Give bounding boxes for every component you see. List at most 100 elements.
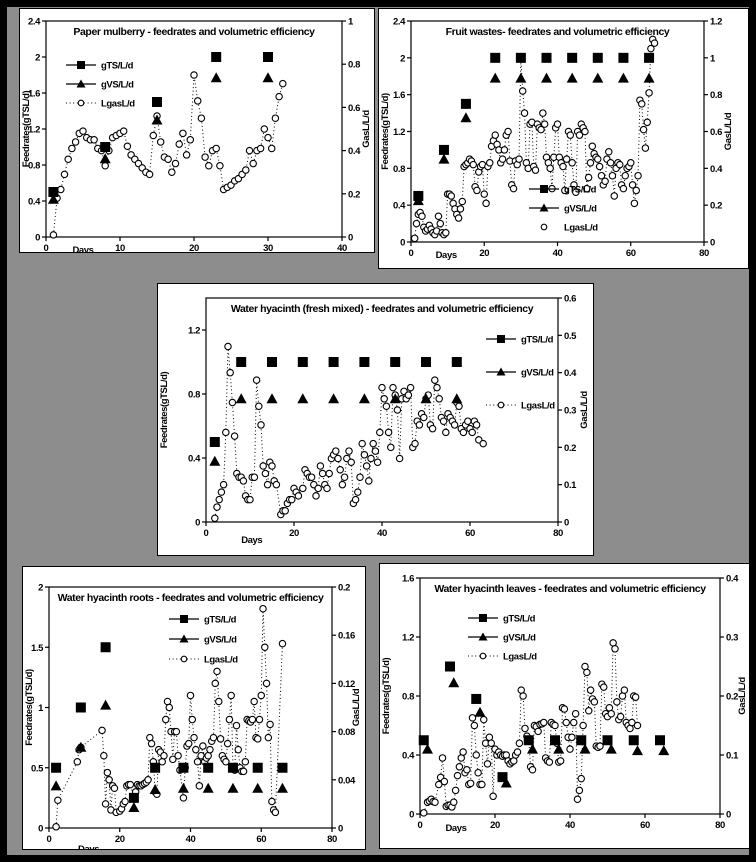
x-tick-label: 40	[186, 834, 196, 845]
legend-label: gTS/L/d	[101, 61, 134, 72]
lgas-marker	[245, 146, 254, 155]
legend-label: gVS/L/d	[521, 368, 554, 379]
lgas-marker	[562, 718, 571, 727]
lgas-marker	[360, 451, 369, 459]
lgas-marker	[325, 469, 333, 478]
legend-label: gTS/L/d	[521, 335, 554, 346]
lgas-marker	[387, 443, 395, 452]
gts-marker	[75, 702, 86, 713]
legend-label: gTS/L/d	[564, 185, 597, 196]
y-right-tick-label: 0.4	[564, 368, 577, 379]
lgas-marker	[345, 447, 353, 455]
x-tick-label: 60	[626, 248, 636, 259]
lgas-marker	[373, 458, 382, 467]
chart-title: Water hyacinth leaves - feedrates and vo…	[434, 583, 706, 595]
lgas-marker	[101, 800, 110, 808]
lgas-marker	[456, 205, 465, 213]
lgas-marker	[216, 161, 224, 170]
lgas-marker	[515, 155, 523, 163]
y-axis-left-label: Feedrates(gTSL/d)	[24, 669, 35, 746]
lgas-marker	[627, 159, 635, 167]
x-tick-label: 20	[289, 528, 299, 539]
y-axis-left-label: Feedrates(gTSL/d)	[381, 657, 392, 734]
gvs-marker	[643, 72, 655, 83]
x-tick-label: 20	[479, 248, 489, 259]
lgas-marker	[470, 721, 479, 730]
chart-panel-hyacinth-leaves: Water hyacinth leaves - feedrates and vo…	[379, 563, 749, 849]
lgas-marker	[585, 707, 593, 715]
lgas-marker	[279, 79, 287, 88]
lgas-marker	[160, 751, 168, 760]
lgas-marker	[389, 383, 397, 392]
chart-panel-paper-mulberry: Paper mulberry - feedrates and volumetri…	[19, 8, 375, 253]
lgas-marker	[195, 782, 204, 790]
lgas-marker	[431, 798, 439, 806]
y-left-tick-label: 1.6	[393, 90, 405, 101]
lgas-marker	[356, 473, 364, 481]
lgas-marker	[447, 192, 456, 200]
gvs-marker	[202, 782, 214, 793]
x-tick-label: 30	[263, 243, 273, 252]
lgas-marker	[354, 488, 362, 496]
series-gvs	[50, 699, 288, 813]
lgas-marker	[628, 718, 636, 727]
lgas-marker	[480, 715, 488, 724]
series-lgas	[410, 35, 659, 243]
gts-marker	[628, 735, 639, 746]
lgas-marker	[531, 166, 540, 174]
lgas-marker	[156, 138, 165, 146]
lgas-marker	[219, 480, 228, 489]
gts-marker	[421, 357, 431, 367]
lgas-marker	[336, 465, 344, 474]
legend-triangle-marker	[496, 367, 506, 376]
lgas-marker	[192, 745, 200, 754]
lgas-marker	[520, 109, 529, 117]
lgas-marker	[252, 376, 261, 384]
legend-label: LgasL/d	[503, 652, 537, 663]
gts-marker	[592, 52, 603, 63]
y-left-tick-label: 0.5	[31, 763, 44, 774]
lgas-marker	[491, 131, 499, 139]
gvs-marker	[420, 393, 432, 404]
lgas-marker	[605, 148, 613, 156]
x-axis-label: Days	[241, 535, 262, 546]
lgas-marker	[242, 166, 250, 174]
gvs-marker	[632, 745, 643, 756]
y-left-tick-label: 0	[400, 238, 405, 249]
gts-marker	[438, 144, 449, 155]
y-left-tick-label: 0.4	[393, 201, 406, 212]
gvs-marker	[50, 780, 62, 791]
gvs-marker	[358, 393, 370, 404]
lgas-marker	[358, 439, 366, 448]
gts-marker	[236, 357, 247, 367]
lgas-marker	[500, 146, 509, 154]
gts-marker	[328, 357, 339, 367]
lgas-marker	[454, 214, 463, 222]
lgas-marker	[260, 125, 269, 133]
lgas-marker	[540, 120, 549, 128]
y-axis-left-label: Feedrates(gTSL/d)	[21, 90, 32, 167]
lgas-marker	[248, 715, 257, 724]
legend-item: LgasL/d	[540, 223, 599, 234]
legend-label: LgasL/d	[101, 99, 135, 110]
legend-label: LgasL/d	[204, 655, 238, 666]
legend: gTS/L/d gVS/L/d LgasL/d	[169, 615, 239, 666]
series-gvs	[412, 72, 655, 206]
x-tick-label: 80	[699, 248, 709, 259]
gvs-marker	[412, 195, 424, 206]
lgas-marker	[259, 604, 267, 613]
x-axis-label: Days	[445, 823, 466, 834]
gvs-marker	[489, 72, 501, 83]
lgas-marker	[213, 503, 221, 511]
y-left-tick-label: 0.8	[393, 164, 405, 175]
gvs-marker	[151, 114, 163, 125]
lgas-marker	[144, 776, 152, 784]
gts-marker	[523, 735, 534, 746]
lgas-marker	[371, 447, 380, 455]
lgas-marker	[581, 127, 589, 136]
y-right-tick-label: 0.2	[726, 692, 738, 703]
lgas-marker	[590, 698, 599, 706]
chart-fruit-wastes: Fruit wastes- feedrates and volumetric e…	[380, 17, 734, 262]
lgas-marker	[100, 751, 108, 760]
